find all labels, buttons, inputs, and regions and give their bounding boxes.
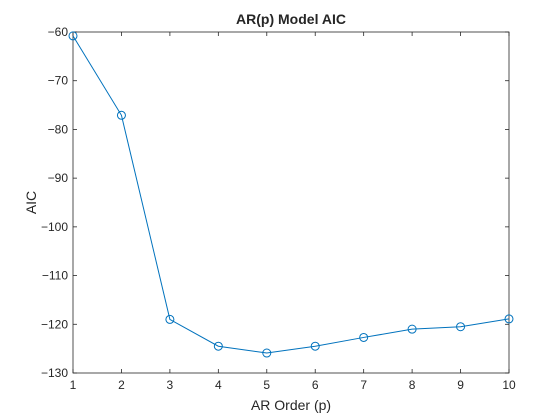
- y-tick-label: −60: [48, 25, 69, 39]
- y-axis-label: AIC: [23, 191, 39, 214]
- x-axis-label: AR Order (p): [251, 397, 331, 413]
- x-tick-label: 2: [118, 378, 125, 392]
- y-tick-label: −110: [42, 269, 68, 283]
- x-tick-label: 9: [457, 378, 464, 392]
- y-axis: −130 −120 −110 −100 −90 −80 −70 −60: [41, 25, 509, 380]
- y-tick-label: −80: [48, 122, 69, 136]
- y-tick-label: −120: [41, 317, 68, 331]
- x-tick-label: 4: [215, 378, 222, 392]
- aic-data-point: [407, 324, 417, 334]
- aic-data-point: [165, 314, 175, 324]
- y-tick-label: −100: [41, 220, 68, 234]
- x-tick-label: 5: [263, 378, 270, 392]
- aic-data-point: [262, 348, 272, 358]
- aic-data-point: [213, 341, 223, 351]
- plot-area: [72, 31, 510, 374]
- x-tick-label: 7: [360, 378, 367, 392]
- x-tick-label: 10: [502, 378, 516, 392]
- series-layer: [68, 31, 514, 358]
- aic-series-line: [72, 35, 510, 354]
- aic-data-point: [359, 332, 369, 342]
- x-tick-label: 1: [70, 378, 77, 392]
- y-tick-label: −130: [41, 366, 68, 380]
- x-tick-label: 6: [312, 378, 319, 392]
- aic-data-point: [116, 110, 126, 120]
- x-tick-label: 8: [409, 378, 416, 392]
- aic-data-point: [310, 341, 320, 351]
- y-tick-label: −90: [48, 171, 69, 185]
- x-axis: 1 2 3 4 5 6 7 8 9 10: [70, 32, 516, 392]
- aic-data-point: [68, 31, 78, 41]
- y-tick-label: −70: [48, 74, 69, 88]
- aic-data-point: [456, 322, 466, 332]
- x-tick-label: 3: [167, 378, 174, 392]
- aic-data-point: [504, 314, 514, 324]
- chart-title: AR(p) Model AIC: [236, 11, 346, 27]
